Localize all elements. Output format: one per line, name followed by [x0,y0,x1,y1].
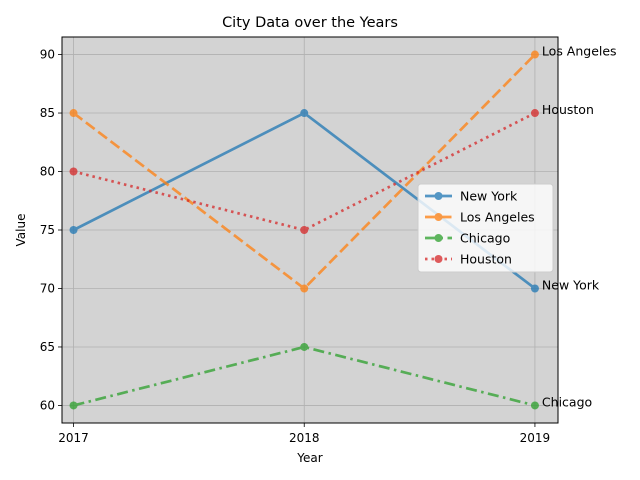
legend: New York Los Angeles Chicago Houston [417,183,554,273]
y-tick-label: 70 [40,281,55,295]
legend-label-los-angeles: Los Angeles [460,210,535,225]
x-tick-label: 2017 [58,431,89,445]
legend-swatch-new-york [425,192,452,200]
x-axis-label: Year [296,451,322,465]
series-houston [69,109,539,234]
data-point-chicago [69,401,78,410]
legend-swatch-chicago [425,234,452,242]
legend-swatch-los-angeles [425,213,452,221]
y-tick-label: 65 [40,340,55,354]
chart-title: City Data over the Years [222,15,398,31]
end-label-houston: Houston [542,102,594,117]
y-axis-label: Value [14,214,28,247]
y-tick-label: 90 [40,48,55,62]
legend-swatch-houston [425,255,452,263]
data-point-new-york [530,284,539,293]
data-point-los-angeles [530,50,539,59]
series-chicago [69,342,539,410]
y-tick-label: 60 [40,398,55,412]
end-label-chicago: Chicago [542,394,592,409]
series-line-houston [73,111,536,232]
y-tick-label: 75 [40,223,55,237]
x-tick-label: 2019 [520,431,551,445]
x-tick-label: 2018 [289,431,320,445]
end-label-new-york: New York [542,277,600,292]
ticks: 2017 2018 2019 60 65 70 75 80 85 90 [40,48,550,445]
y-tick-label: 80 [40,165,55,179]
data-point-new-york [69,226,78,234]
data-point-houston [300,226,309,234]
end-label-los-angeles: Los Angeles [542,44,617,59]
data-point-houston [530,109,539,118]
data-point-chicago [530,401,539,410]
data-point-los-angeles [300,284,309,293]
y-tick-label: 85 [40,106,55,120]
data-point-los-angeles [69,109,78,118]
data-point-chicago [300,342,309,351]
end-labels: New York Los Angeles Chicago Houston [542,44,617,410]
legend-box [417,183,554,273]
series-los-angeles [69,50,539,293]
data-point-houston [69,167,78,176]
legend-label-houston: Houston [460,252,512,267]
legend-label-chicago: Chicago [460,231,510,246]
data-point-new-york [300,109,309,118]
legend-label-new-york: New York [460,189,518,204]
